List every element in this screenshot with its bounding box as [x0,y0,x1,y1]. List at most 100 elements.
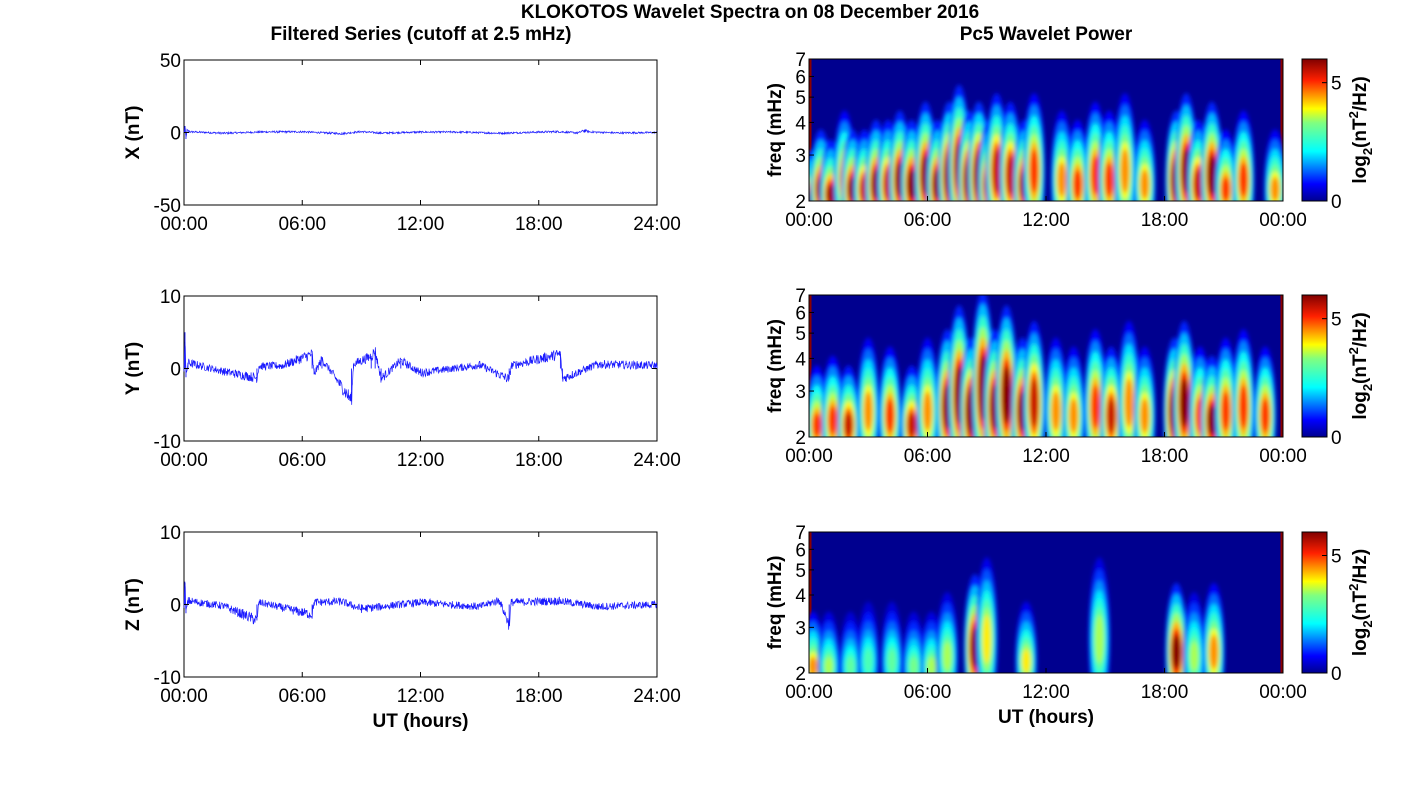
x-tick-label: 24:00 [633,450,681,471]
y-tick-label: 4 [795,349,806,370]
heatmap-body [809,59,1283,201]
heatmap-blobs [809,557,1225,673]
power-blob-26 [1239,384,1248,429]
power-blob-21 [1057,162,1067,197]
power-blob-0 [809,657,818,673]
y-tick-label: -50 [154,196,181,217]
power-blob-6 [923,391,932,431]
colorbar-tick-label: 5 [1331,74,1342,95]
x-tick-label: 12:00 [397,686,445,707]
y-tick-label: 3 [795,146,806,167]
heatmap-body [809,295,1283,437]
y-tick-label: 2 [795,192,806,213]
y-tick-label: 3 [795,382,806,403]
power-blob-11 [1095,615,1104,664]
colorbar-label-part: /Hz) [1350,312,1371,347]
line-panel-z: -10 0 10 00:00 06:00 12:00 18:00 24:00 Z (nT) UT … [123,523,681,732]
colorbar-label-part: 2 [1360,148,1375,155]
y-tick-label: 5 [795,324,806,345]
x-tick-label: 18:00 [515,214,563,235]
y-axis-label: Y (nT) [123,342,144,395]
colorbar-tick-label: 0 [1331,428,1342,449]
x-tick-label: 00:00 [785,446,833,467]
y-tick-label: 7 [795,523,806,544]
colorbar-tick-label: 5 [1331,547,1342,568]
colorbar-label: log2(nT2/Hz) [1346,549,1375,656]
y-axis-label: Z (nT) [123,578,144,631]
y-tick-label: 5 [795,561,806,582]
colorbar-gradient [1301,58,1328,202]
x-tick-label: 06:00 [904,210,952,231]
power-blob-7 [943,641,952,672]
edge-column [1280,59,1283,201]
colorbar-label-part: log [1350,155,1371,184]
y-tick-label: 7 [795,286,806,307]
power-blob-26 [1140,169,1149,200]
colorbar-gradient [1301,294,1328,438]
y-axis-label: freq (mHz) [765,83,786,177]
power-blob-18 [1006,155,1015,195]
colorbar-tick-label: 0 [1331,664,1342,685]
edge-column [1280,532,1283,673]
x-tick-label: 18:00 [1141,446,1189,467]
y-axis-label: freq (mHz) [765,556,786,650]
power-blob-24 [1207,405,1217,436]
power-blob-22 [1073,169,1082,200]
power-blob-1 [824,657,833,673]
colorbar-label-part: /Hz) [1350,549,1371,584]
colorbar-tick-label: 0 [1331,192,1342,213]
colorbar-gradient [1301,531,1328,674]
y-tick-label: 4 [795,113,806,134]
line-panel-y: -10 0 10 00:00 06:00 12:00 18:00 24:00 Y (nT) [123,287,681,471]
y-axis-label: freq (mHz) [765,319,786,413]
y-axis-label: X (nT) [123,106,144,160]
power-blob-2 [844,413,853,437]
power-blob-0 [812,413,822,437]
colorbar-label-part: (nT [1350,354,1371,384]
y-tick-label: 0 [170,360,181,381]
power-blob-3 [864,649,873,673]
y-tick-label: 10 [160,523,181,544]
edge-column [1280,295,1283,437]
colorbar-label-part: 2 [1346,111,1361,118]
colorbar-label-part: 2 [1360,384,1375,391]
power-blob-25 [1120,148,1130,193]
colorbar-label-part: log [1350,391,1371,420]
x-tick-label: 06:00 [904,682,952,703]
x-tick-label: 18:00 [515,686,563,707]
colorbar-label: log2(nT2/Hz) [1346,76,1375,183]
right-column-title: Pc5 Wavelet Power [960,24,1133,45]
colorbar-label-part: (nT [1350,118,1371,148]
x-tick-label: 06:00 [278,214,326,235]
y-tick-label: 2 [795,428,806,449]
colorbar-label-part: /Hz) [1350,76,1371,111]
power-blob-5 [907,413,916,437]
power-blob-2 [826,184,835,201]
power-blob-5 [909,657,918,673]
power-blob-14 [1029,378,1039,428]
y-tick-label: 3 [795,618,806,639]
edge-column [809,59,812,201]
heatmap-body [809,532,1283,673]
power-blob-33 [1270,177,1280,201]
edge-column [809,532,812,673]
x-tick-label: 18:00 [1141,210,1189,231]
power-blob-9 [907,169,916,200]
x-tick-label: 00:00 [160,686,208,707]
colorbar-label: log2(nT2/Hz) [1346,312,1375,419]
colorbar-label-part: 2 [1346,584,1361,591]
x-tick-label: 12:00 [1022,446,1070,467]
power-blob-1 [828,405,837,436]
power-blob-13 [1189,641,1199,672]
colorbar-label-part: log [1350,628,1371,657]
x-tick-label: 12:00 [397,450,445,471]
x-tick-label: 00:00 [785,682,833,703]
x-tick-label: 24:00 [633,686,681,707]
y-tick-label: 6 [795,303,806,324]
power-blob-16 [1069,398,1078,433]
